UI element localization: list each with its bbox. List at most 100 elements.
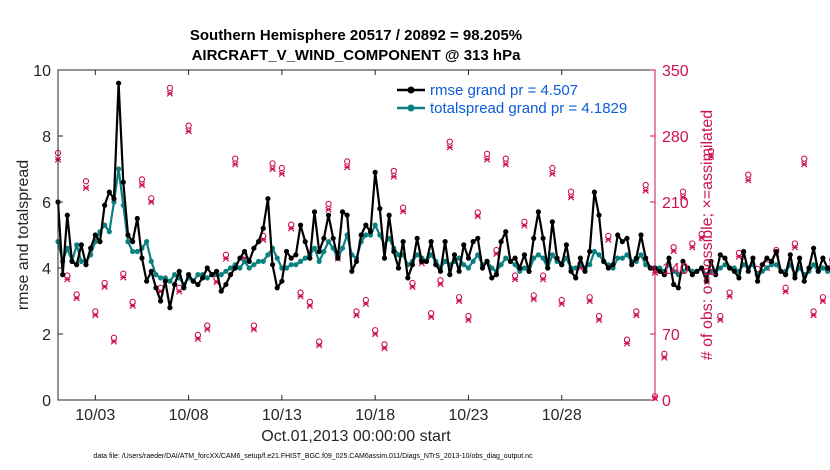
obs-possible-marker [101, 279, 108, 287]
obs-assimilated-marker [633, 311, 640, 319]
totalspread-point [619, 255, 625, 261]
obs-possible-marker [605, 232, 612, 240]
obs-assimilated-marker [73, 294, 80, 302]
rmse-point [344, 212, 350, 218]
rmse-series [55, 80, 830, 311]
rmse-point [605, 265, 611, 271]
rmse-point [433, 262, 439, 268]
obs-assimilated-marker [315, 342, 323, 349]
right-y-axis-ticks: 0 70 140 210 280 350 [650, 63, 689, 410]
rmse-point [144, 278, 150, 284]
legend-rmse-label: rmse grand pr = 4.507 [430, 82, 578, 99]
totalspread-point [293, 262, 299, 268]
rmse-point [405, 275, 411, 281]
rmse-point [339, 209, 346, 215]
totalspread-point [498, 262, 504, 268]
rmse-point [796, 255, 803, 261]
rmse-point [428, 239, 434, 245]
totalspread-point [549, 252, 555, 258]
right-y-tick-label: 0 [662, 393, 671, 410]
totalspread-point [540, 255, 546, 261]
rmse-point [246, 258, 252, 264]
totalspread-point [78, 258, 84, 264]
totalspread-point [251, 262, 257, 268]
obs-possible-marker [129, 298, 136, 306]
rmse-point [479, 265, 486, 271]
rmse-point [195, 281, 201, 288]
x-tick-label: 10/08 [169, 407, 209, 424]
rmse-point [311, 209, 318, 215]
totalspread-point [134, 248, 140, 255]
rmse-point [97, 239, 103, 245]
obs-assimilated-marker [343, 163, 351, 171]
obs-possible-marker [539, 272, 547, 279]
obs-possible-marker [474, 209, 481, 216]
rmse-point [596, 212, 602, 218]
rmse-point [162, 278, 168, 284]
totalspread-point [148, 258, 154, 264]
rmse-point [372, 169, 378, 175]
obs-assimilated-marker [530, 295, 537, 303]
rmse-point [423, 258, 430, 264]
rmse-point [824, 265, 830, 271]
rmse-point [535, 209, 541, 215]
rmse-point [400, 239, 406, 245]
rmse-point [727, 265, 733, 271]
obs-assimilated-marker [791, 244, 799, 251]
totalspread-point [531, 255, 537, 261]
totalspread-point [241, 258, 248, 264]
totalspread-point [442, 258, 448, 264]
obs-assimilated-marker [306, 302, 314, 309]
rmse-point [545, 265, 551, 271]
totalspread-point [167, 278, 173, 284]
obs-assimilated-marker [64, 276, 71, 283]
obs-possible-marker [316, 338, 323, 345]
totalspread-point [265, 252, 271, 258]
obs-possible-marker [82, 178, 90, 185]
obs-assimilated-marker [707, 153, 715, 160]
rmse-point [568, 268, 574, 274]
rmse-point [769, 258, 775, 264]
rmse-point [419, 258, 425, 264]
rmse-point [269, 262, 276, 268]
obs-assimilated-marker [465, 316, 472, 324]
obs-possible-marker [698, 230, 705, 238]
obs-assimilated-marker [782, 288, 789, 295]
totalspread-point [74, 242, 80, 248]
left-y-tick-label: 8 [42, 129, 51, 146]
obs-assimilated-marker [819, 297, 827, 305]
rmse-point [437, 268, 444, 274]
obs-assimilated-marker [101, 283, 108, 291]
totalspread-point [297, 258, 304, 264]
right-y-axis-label: # of obs: o=possible; ×=assimilated [699, 110, 716, 360]
totalspread-point [116, 166, 122, 172]
rmse-point [810, 245, 817, 251]
legend-rmse-marker [407, 86, 415, 94]
rmse-point [629, 262, 635, 268]
totalspread-point [503, 255, 509, 261]
rmse-point [531, 235, 537, 241]
totalspread-point [587, 262, 593, 268]
left-y-tick-label: 2 [42, 327, 51, 344]
obs-assimilated-marker [399, 208, 407, 215]
obs-assimilated-marker [670, 247, 677, 255]
obs-assimilated-marker [689, 244, 696, 251]
rmse-point [335, 255, 341, 261]
rmse-point [349, 268, 355, 274]
rmse-point [806, 265, 812, 271]
rmse-point [601, 258, 607, 264]
right-y-tick-label: 140 [662, 261, 689, 278]
obs-possible-marker [521, 218, 528, 225]
totalspread-point [465, 265, 472, 271]
obs-possible-marker [586, 294, 593, 301]
rmse-point [153, 285, 159, 291]
obs-assimilated-marker [250, 326, 258, 333]
obs-possible-marker [399, 204, 407, 211]
rmse-point [517, 265, 523, 271]
rmse-point [74, 262, 80, 268]
rmse-point [549, 219, 555, 225]
plot-area [58, 70, 655, 400]
totalspread-point [158, 275, 164, 281]
obs-possible-marker [679, 188, 687, 195]
rmse-point [554, 255, 560, 261]
